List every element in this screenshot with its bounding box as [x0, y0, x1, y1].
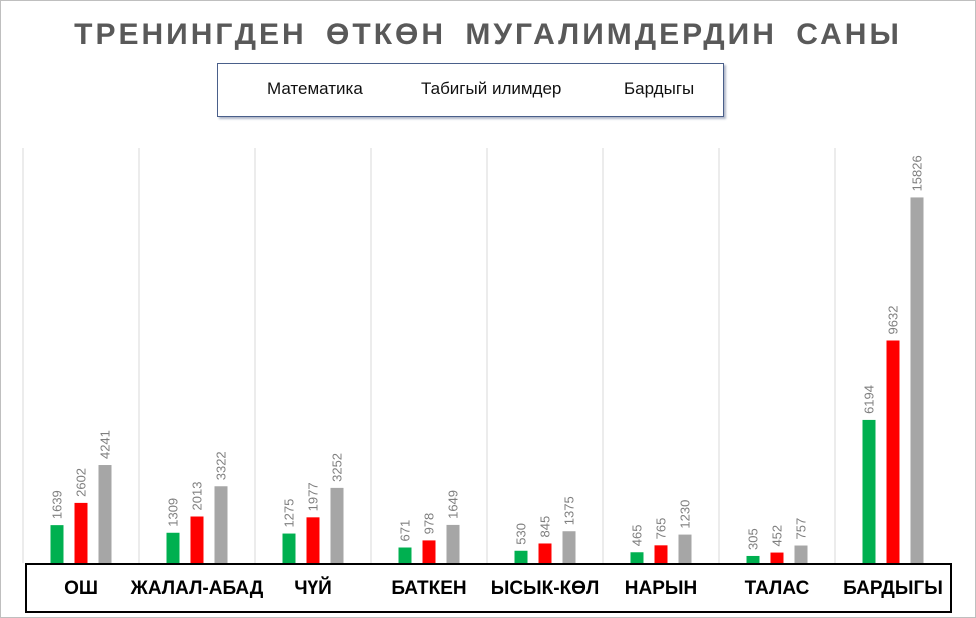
data-label: 2013 — [190, 482, 205, 511]
data-label: 4241 — [98, 430, 113, 459]
data-label: 305 — [746, 528, 761, 550]
data-label: 845 — [538, 516, 553, 538]
data-label: 452 — [770, 525, 785, 547]
category-label: ЖАЛАЛ-АБАД — [130, 578, 264, 599]
bar — [514, 550, 528, 563]
category-label: ЫСЫК-КӨЛ — [490, 578, 600, 599]
category-label: БАТКЕН — [391, 578, 467, 599]
data-label: 2602 — [74, 468, 89, 497]
bar — [398, 547, 412, 563]
data-label: 465 — [630, 525, 645, 547]
data-label: 1649 — [446, 490, 461, 519]
bar — [50, 525, 64, 563]
bar — [678, 534, 692, 563]
bar — [74, 502, 88, 563]
data-label: 978 — [422, 513, 437, 535]
data-label: 671 — [398, 520, 413, 542]
legend-item-math: Математика — [267, 79, 363, 98]
data-label: 1230 — [678, 500, 693, 529]
bar — [166, 532, 180, 563]
data-label: 6194 — [862, 385, 877, 414]
category-label: ТАЛАС — [744, 578, 810, 599]
data-label: 15826 — [910, 155, 925, 191]
category-label: НАРЫН — [624, 578, 698, 599]
data-label: 1375 — [562, 496, 577, 525]
bar — [794, 545, 808, 563]
legend: Математика Табигый илимдер Бардыгы — [217, 63, 724, 117]
chart-title: ТРЕНИНГДЕН ӨТКӨН МУГАЛИМДЕРДИН САНЫ — [74, 18, 902, 51]
data-label: 1977 — [306, 482, 321, 511]
data-label: 1309 — [166, 498, 181, 527]
bar — [190, 516, 204, 563]
bar — [886, 340, 900, 563]
legend-item-total: Бардыгы — [624, 79, 695, 98]
data-label: 765 — [654, 518, 669, 540]
bar — [562, 531, 576, 563]
bar — [654, 545, 668, 563]
category-label: БАРДЫГЫ — [843, 578, 943, 599]
bar — [446, 524, 460, 563]
data-label: 3252 — [330, 453, 345, 482]
category-axis — [25, 563, 952, 613]
category-label: ОШ — [64, 578, 98, 599]
legend-item-natural-sciences: Табигый илимдер — [421, 79, 562, 98]
data-label: 1639 — [50, 490, 65, 519]
bar — [214, 486, 228, 563]
bar — [330, 487, 344, 563]
data-label: 530 — [514, 523, 529, 545]
bar — [770, 552, 784, 563]
data-label: 1275 — [282, 499, 297, 528]
data-label: 757 — [794, 518, 809, 540]
bar — [538, 543, 552, 563]
bar — [630, 552, 644, 563]
bar — [422, 540, 436, 563]
bar — [306, 517, 320, 563]
data-label: 9632 — [886, 306, 901, 335]
bar — [910, 197, 924, 563]
bar — [98, 465, 112, 563]
bar — [862, 419, 876, 563]
category-label: ЧҮЙ — [294, 578, 332, 599]
bar — [746, 555, 760, 563]
data-label: 3322 — [214, 451, 229, 480]
bar — [282, 533, 296, 563]
